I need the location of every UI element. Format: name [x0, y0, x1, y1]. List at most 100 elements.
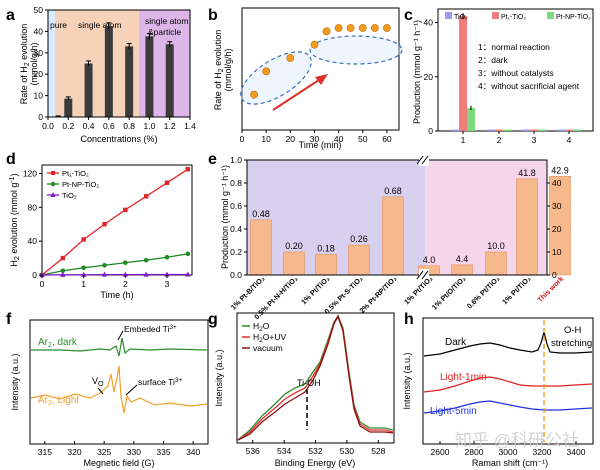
ytick-label-a: 0 — [38, 112, 43, 122]
bar-a — [125, 46, 134, 117]
marker-d — [164, 180, 170, 185]
marker-d — [164, 254, 170, 260]
label-light-5min: Light-5min — [430, 406, 477, 417]
xtick-label-a: 0.2 — [62, 121, 74, 131]
bar-e — [485, 251, 507, 276]
ytick-label-a: 50 — [34, 5, 44, 15]
axis-ylabel-c: Production (mmol g⁻¹ h⁻¹) — [412, 20, 422, 124]
xtick-label-e: 1% Pt/TiO₂ — [402, 274, 434, 306]
legend-swatch-c — [492, 12, 499, 19]
bar-c — [565, 129, 573, 131]
annotation-embeded-ti3: Embeded Ti3+ — [124, 324, 177, 334]
marker-d — [143, 271, 149, 277]
point-b — [262, 67, 271, 76]
point-b — [250, 90, 258, 99]
annotation-vo: VO — [92, 376, 104, 388]
marker-d — [60, 268, 66, 274]
panel-d: Pt₁-TiO₂ Pt-NP-TiO₂ TiO₂ 0 1 2 3 0 40 80 120 Tim… — [9, 164, 193, 300]
marker-d — [143, 257, 149, 263]
axis-ylabel-d: H2 evolution (mmol g-1) — [9, 173, 21, 266]
series-ar2-light — [30, 365, 208, 414]
xtick-label-e: 1% Pt/TiO₂ — [500, 274, 532, 306]
point-b — [370, 24, 379, 32]
legend-marker-d — [50, 192, 56, 197]
marker-d — [101, 271, 108, 277]
series-line-d — [41, 253, 188, 276]
point-b — [334, 24, 343, 32]
series-dark — [423, 329, 593, 357]
ytick-label-left-e: 0.0 — [230, 270, 242, 280]
xtick-label-d: 0 — [40, 279, 45, 289]
bar-value-label-e: 42.9 — [551, 165, 569, 175]
xtick-label-b: 60 — [382, 134, 392, 144]
xtick-label-h: 3400 — [567, 447, 586, 457]
point-b — [310, 40, 319, 49]
bar-c — [522, 129, 530, 131]
legend-label-c: Pt₁-TiO₂ — [501, 14, 526, 21]
xtick-label-a: 0.0 — [42, 121, 54, 131]
ytick-label-right-e: 40 — [552, 178, 562, 188]
legend-label-d: Pt-NP-TiO₂ — [62, 180, 99, 189]
condition-note-c: 2：dark — [478, 55, 509, 65]
legend-swatch-c — [445, 12, 452, 19]
xtick-label-a: 0.4 — [83, 121, 95, 131]
condition-note-c: 1：normal reaction — [478, 42, 550, 52]
xtick-label-g: 532 — [308, 446, 322, 456]
point-b — [286, 54, 295, 62]
ytick-label-a: 30 — [34, 48, 44, 58]
axis-ylabel-a-unit: (mmol/g/h) — [29, 42, 39, 85]
legend-ar2-light: Ar2, Light — [38, 395, 79, 407]
region-label-single-atom-particle-1: single atom — [145, 16, 188, 26]
xtick-label-f: 325 — [97, 447, 111, 457]
ytick-label-left-e: 0.6 — [230, 201, 242, 211]
highlight-ellipse-rising — [240, 51, 312, 105]
bar-e — [315, 254, 337, 276]
region-label-pure: pure — [50, 20, 67, 30]
panel-label-g: g — [208, 311, 218, 328]
bar-e — [516, 178, 538, 276]
condition-note-c: 4：without sacrificial agent — [478, 81, 580, 91]
annotation-ti-oh: Ti-OH — [297, 378, 321, 388]
ytick-label-left-e: 0.2 — [230, 247, 242, 257]
axis-ylabel-a: Rate of H2 evolution — [19, 24, 31, 104]
bar-value-label-e: 41.8 — [518, 168, 536, 178]
ytick-label-right-e: 20 — [552, 224, 562, 234]
bar-e — [382, 196, 404, 276]
axis-xlabel-g: Binding Energy (eV) — [275, 458, 356, 468]
legend-label-d: TiO₂ — [62, 191, 77, 200]
bar-a — [64, 98, 73, 117]
panel-g: H2O H2O+UV vacuum Ti-OH 536 534 532 530 528 … — [214, 312, 395, 468]
marker-d — [60, 255, 66, 261]
series-line-d — [41, 168, 189, 276]
label-dark: Dark — [445, 337, 467, 348]
xtick-label-g: 528 — [371, 446, 385, 456]
ytick-label-right-e: 0 — [552, 270, 557, 280]
bar-e — [283, 251, 305, 276]
panel-f: Ar2, dark Ar2, Light Embeded Ti3+ VO sur… — [10, 319, 209, 468]
bar-c — [487, 129, 495, 131]
bar-e — [250, 219, 272, 276]
bar-value-label-e: 10.0 — [487, 241, 505, 251]
ytick-label-right-e: 30 — [552, 201, 562, 211]
bar-value-label-e: 0.18 — [317, 243, 335, 253]
marker-d — [81, 237, 86, 242]
marker-d — [164, 271, 170, 277]
ytick-label-d: 80 — [28, 202, 38, 212]
marker-d — [122, 271, 128, 277]
legend-marker-d — [51, 171, 55, 175]
xtick-label-b: 30 — [310, 134, 320, 144]
bar-a — [165, 44, 174, 117]
bar-e — [348, 244, 370, 276]
ytick-label-a: 10 — [34, 91, 44, 101]
ytick-label-a: 40 — [34, 26, 44, 36]
bar-value-label-e: 0.48 — [252, 209, 270, 219]
plot-frame-b — [241, 7, 400, 131]
marker-d — [185, 271, 191, 277]
series-light-1min — [423, 376, 593, 393]
bar-c — [530, 129, 538, 131]
xtick-label-e: 1% Pt/TiO₂ — [299, 274, 331, 306]
marker-d — [185, 251, 191, 257]
region-pure — [48, 10, 55, 117]
panel-c: TiO₂ Pt₁-TiO₂ Pt-NP-TiO₂ 1：normal reaction… — [412, 8, 594, 145]
